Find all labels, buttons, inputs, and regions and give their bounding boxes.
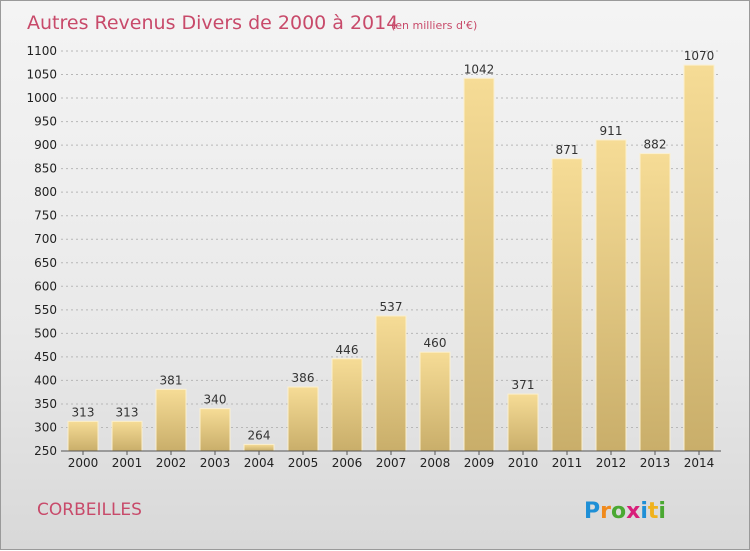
x-tick-label: 2006 (332, 456, 363, 470)
y-tick-label: 850 (34, 162, 57, 176)
x-tick-label: 2005 (288, 456, 319, 470)
x-tick-label: 2007 (376, 456, 407, 470)
x-tick-label: 2000 (68, 456, 99, 470)
logo-letter: r (600, 499, 611, 524)
x-tick-label: 2014 (684, 456, 715, 470)
value-label: 381 (160, 373, 183, 387)
bar (375, 315, 407, 452)
y-tick-label: 600 (34, 279, 57, 293)
logo-letter: i (640, 499, 648, 524)
x-tick-label: 2011 (552, 456, 583, 470)
y-tick-label: 500 (34, 326, 57, 340)
bar (199, 408, 231, 452)
value-label: 911 (600, 124, 623, 138)
y-tick-label: 1050 (26, 68, 57, 82)
bar (243, 443, 275, 452)
bar (111, 420, 143, 452)
value-label: 313 (116, 405, 139, 419)
bar (287, 386, 319, 452)
x-tick-label: 2012 (596, 456, 627, 470)
y-tick-label: 250 (34, 444, 57, 458)
bars (67, 64, 715, 452)
commune-name: CORBEILLES (37, 500, 142, 520)
value-label: 371 (512, 378, 535, 392)
y-tick-label: 750 (34, 209, 57, 223)
bar (331, 358, 363, 452)
logo-letter: x (626, 499, 640, 524)
value-label: 882 (644, 138, 667, 152)
x-tick-label: 2009 (464, 456, 495, 470)
y-tick-label: 700 (34, 232, 57, 246)
y-tick-label: 900 (34, 138, 57, 152)
x-tick-label: 2010 (508, 456, 539, 470)
value-label: 313 (72, 405, 95, 419)
value-label: 340 (204, 393, 227, 407)
value-label: 1042 (464, 62, 495, 76)
bar (639, 153, 671, 452)
bar (155, 388, 187, 452)
value-label: 871 (556, 143, 579, 157)
x-axis-ticks: 2000 2001 2002 2003 2004 2005 2006 2007 2008 2009… (68, 451, 715, 470)
value-label: 460 (424, 336, 447, 350)
y-tick-label: 1000 (26, 91, 57, 105)
bar (419, 351, 451, 452)
x-tick-label: 2003 (200, 456, 231, 470)
chart-unit: (en milliers d'€) (391, 19, 477, 32)
chart-title: Autres Revenus Divers de 2000 à 2014 (27, 12, 398, 34)
y-tick-label: 350 (34, 397, 57, 411)
value-labels: 313 313 381 340 264 386 446 537 460 1042 371 871 911… (72, 49, 715, 442)
x-tick-label: 2001 (112, 456, 143, 470)
bar (463, 77, 495, 452)
bar (683, 64, 715, 452)
proxiti-logo: Proxiti (584, 499, 666, 524)
bar (595, 139, 627, 452)
logo-letter: i (658, 499, 666, 524)
logo-letter: o (611, 499, 626, 524)
value-label: 1070 (684, 49, 715, 63)
value-label: 446 (336, 343, 359, 357)
bar (551, 158, 583, 452)
x-tick-label: 2008 (420, 456, 451, 470)
x-tick-label: 2002 (156, 456, 187, 470)
y-tick-label: 950 (34, 115, 57, 129)
y-tick-label: 450 (34, 350, 57, 364)
bar (507, 393, 539, 452)
value-label: 264 (248, 428, 271, 442)
value-label: 386 (292, 371, 315, 385)
bar (67, 420, 99, 452)
y-axis-ticks: 250 300 350 400 450 500 550 600 650 700 750 800 850 9… (26, 44, 57, 458)
y-tick-label: 550 (34, 303, 57, 317)
y-tick-label: 800 (34, 185, 57, 199)
logo-letter: t (648, 499, 659, 524)
x-tick-label: 2013 (640, 456, 671, 470)
y-tick-label: 650 (34, 256, 57, 270)
logo-letter: P (584, 499, 600, 524)
value-label: 537 (380, 300, 403, 314)
y-tick-label: 1100 (26, 44, 57, 58)
y-tick-label: 400 (34, 373, 57, 387)
y-tick-label: 300 (34, 420, 57, 434)
x-tick-label: 2004 (244, 456, 275, 470)
